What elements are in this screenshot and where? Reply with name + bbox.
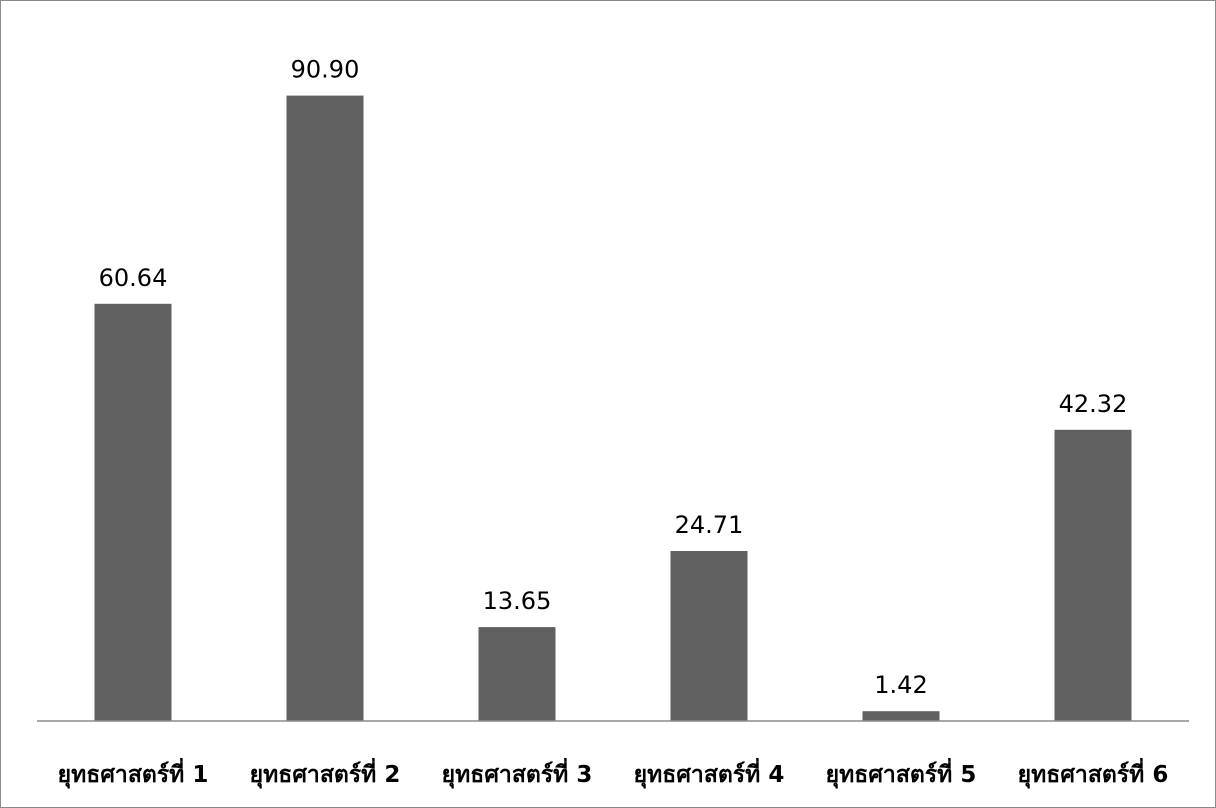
- x-tick-label-1: ยุทธศาสตร์ที่ 1: [58, 757, 209, 789]
- x-tick-label-5: ยุทธศาสตร์ที่ 5: [826, 757, 977, 789]
- bar-3: [478, 627, 556, 721]
- bar-6: [1054, 429, 1132, 721]
- data-label-2: 90.90: [291, 56, 360, 84]
- bar-2: [286, 95, 364, 722]
- data-label-4: 24.71: [675, 511, 744, 539]
- x-tick-labels-group: ยุทธศาสตร์ที่ 1 ยุทธศาสตร์ที่ 2 ยุทธศาสตร์…: [58, 757, 1169, 789]
- bar-5: [862, 711, 940, 721]
- data-label-1: 60.64: [99, 264, 168, 292]
- bars-group: [94, 95, 1132, 722]
- x-tick-label-3: ยุทธศาสตร์ที่ 3: [442, 757, 593, 789]
- data-labels-group: 60.64 90.90 13.65 24.71 1.42 42.32: [99, 56, 1128, 700]
- x-tick-label-4: ยุทธศาสตร์ที่ 4: [634, 757, 785, 789]
- data-label-5: 1.42: [874, 671, 927, 699]
- bar-1: [94, 303, 172, 721]
- x-tick-label-6: ยุทธศาสตร์ที่ 6: [1018, 757, 1169, 789]
- data-label-6: 42.32: [1059, 390, 1128, 418]
- bar-4: [670, 551, 748, 721]
- data-label-3: 13.65: [483, 587, 552, 615]
- x-tick-label-2: ยุทธศาสตร์ที่ 2: [250, 757, 401, 789]
